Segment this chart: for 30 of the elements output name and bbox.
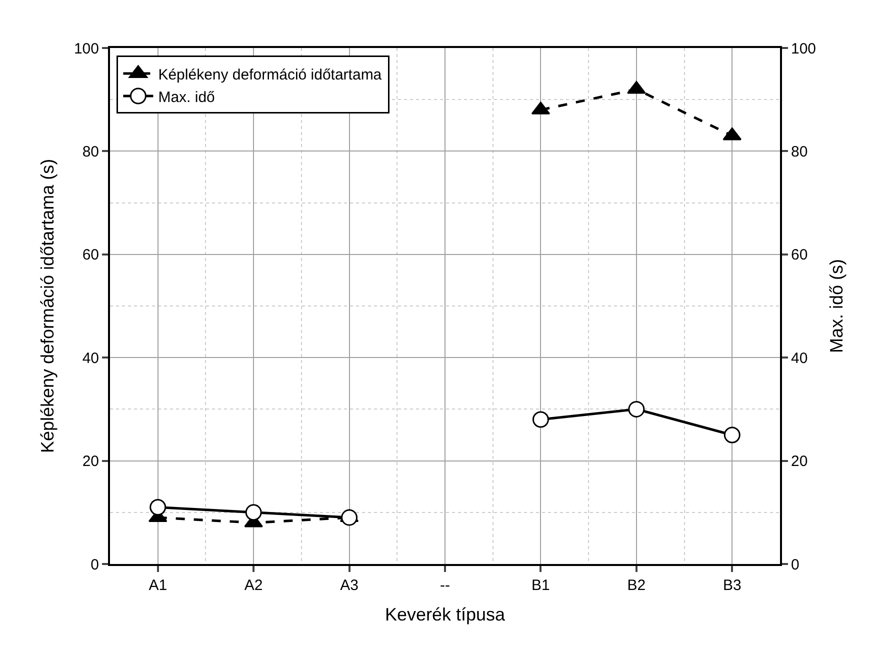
x-axis-title: Keverék típusa [384, 604, 506, 625]
y2-tick-label: 100 [791, 40, 816, 58]
x-tick-label: A1 [148, 577, 168, 594]
point [245, 504, 262, 521]
x-tick-label: A3 [340, 577, 358, 594]
point [532, 411, 549, 428]
y2-tick-label: 80 [791, 143, 808, 160]
x-tick-label: B2 [627, 577, 646, 594]
y-tick-label: 0 [90, 556, 99, 574]
y2-tick-label: 60 [791, 246, 808, 264]
y-tick-label: 100 [74, 40, 99, 58]
x-tick-label: -- [440, 577, 450, 594]
point [628, 400, 645, 418]
point [724, 426, 740, 444]
y2-axis-title: Max. idő (s) [826, 258, 847, 354]
y-tick-label: 60 [82, 246, 99, 264]
x-tick-label: B3 [722, 577, 742, 594]
y2-tick-label: 40 [791, 350, 808, 367]
y2-tick-label: 20 [791, 453, 808, 470]
y-tick-label: 80 [82, 143, 99, 160]
legend-label: Képlékeny deformáció időtartama [158, 66, 382, 84]
point [341, 509, 358, 526]
y2-tick-label: 0 [791, 556, 800, 574]
x-tick-label: A2 [244, 577, 263, 594]
y-tick-label: 40 [82, 350, 99, 367]
y-tick-label: 20 [82, 453, 99, 470]
point [150, 498, 166, 516]
y-axis-title: Képlékeny deformáció időtartama (s) [38, 158, 58, 454]
legend-label: Max. idő [158, 88, 215, 106]
x-tick-label: B1 [532, 577, 550, 594]
